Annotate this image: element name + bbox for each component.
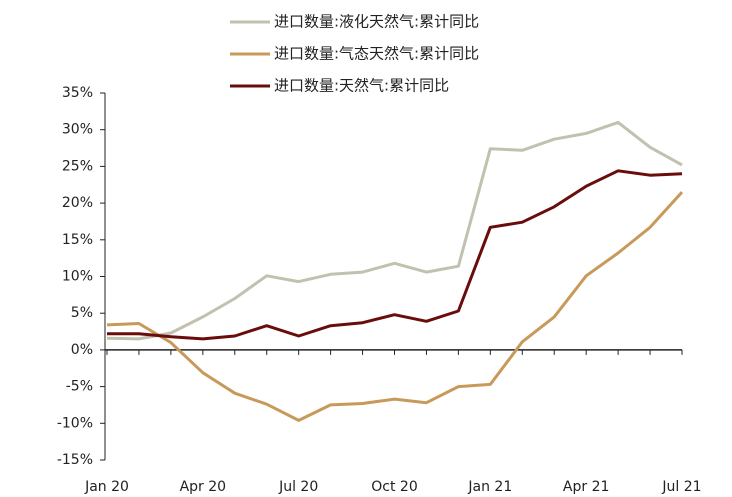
legend-label: 进口数量:气态天然气:累计同比 — [274, 45, 479, 63]
y-tick-label: 25% — [62, 158, 93, 174]
series-line — [106, 191, 684, 422]
y-tick-label: 30% — [62, 122, 93, 138]
legend-label: 进口数量:天然气:累计同比 — [274, 77, 449, 95]
series-line — [107, 169, 683, 341]
y-tick-label: 15% — [62, 232, 93, 248]
x-tick-label: Jul 20 — [278, 479, 318, 495]
y-tick-label: 20% — [62, 195, 93, 211]
y-tick-label: 10% — [62, 269, 93, 285]
x-tick-label: Jan 21 — [467, 479, 512, 495]
y-tick-label: 5% — [71, 305, 93, 321]
series-line — [106, 120, 683, 341]
legend: 进口数量:液化天然气:累计同比进口数量:气态天然气:累计同比进口数量:天然气:累… — [230, 13, 479, 95]
x-tick-label: Oct 20 — [371, 479, 417, 495]
y-tick-label: 35% — [62, 85, 93, 101]
x-tick-label: Jan 20 — [84, 479, 129, 495]
legend-label: 进口数量:液化天然气:累计同比 — [274, 13, 479, 31]
x-tick-label: Apr 21 — [563, 479, 609, 495]
y-tick-label: -5% — [66, 379, 93, 395]
y-tick-label: -15% — [57, 452, 93, 468]
x-tick-label: Apr 20 — [180, 479, 226, 495]
y-tick-label: 0% — [71, 342, 93, 358]
x-tick-label: Jul 21 — [661, 479, 701, 495]
y-tick-label: -10% — [57, 415, 93, 431]
